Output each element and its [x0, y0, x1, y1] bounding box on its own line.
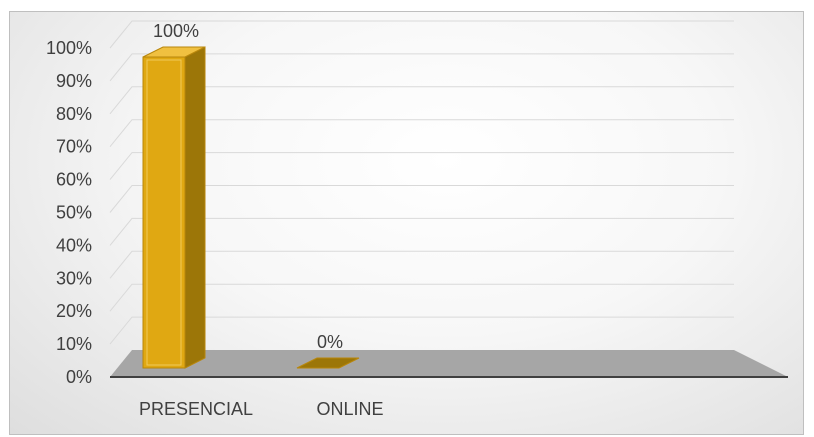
y-tick-label: 60% — [56, 170, 92, 190]
gridline — [109, 185, 734, 213]
gridlines — [109, 20, 734, 345]
bar-side-face — [184, 46, 206, 369]
y-tick-label: 90% — [56, 71, 92, 91]
y-tick-label: 50% — [56, 203, 92, 223]
gridline — [109, 119, 734, 148]
bar-online — [296, 357, 360, 369]
y-tick-label: 0% — [66, 367, 92, 387]
gridline — [109, 86, 734, 115]
gridline — [109, 316, 734, 345]
y-tick-label: 40% — [56, 235, 92, 255]
y-tick-label: 10% — [56, 334, 92, 354]
bar-top-face — [296, 357, 360, 369]
gridline — [109, 20, 734, 49]
bar-top-face — [142, 46, 206, 58]
gridline — [109, 53, 734, 82]
gridline — [109, 217, 734, 246]
labels: 0% 10% 20% 30% 40% 50% 60% 70% 80% 90% 100% 100% PRE… — [46, 21, 384, 419]
y-tick-label: 70% — [56, 137, 92, 157]
y-tick-label: 100% — [46, 38, 92, 58]
data-label: 100% — [153, 21, 199, 41]
bar-highlight — [146, 59, 182, 366]
y-tick-label: 20% — [56, 301, 92, 321]
x-category-label: ONLINE — [316, 399, 383, 419]
bar-presencial — [142, 46, 206, 369]
chart-floor — [110, 350, 788, 378]
data-label: 0% — [317, 332, 343, 352]
gridline — [109, 283, 734, 312]
bar-front-face — [142, 56, 186, 369]
gridline — [109, 152, 734, 180]
gridline — [109, 250, 734, 279]
y-tick-label: 30% — [56, 268, 92, 288]
floor-plane — [110, 350, 788, 377]
bars — [142, 46, 360, 369]
x-category-label: PRESENCIAL — [139, 399, 253, 419]
y-tick-label: 80% — [56, 104, 92, 124]
